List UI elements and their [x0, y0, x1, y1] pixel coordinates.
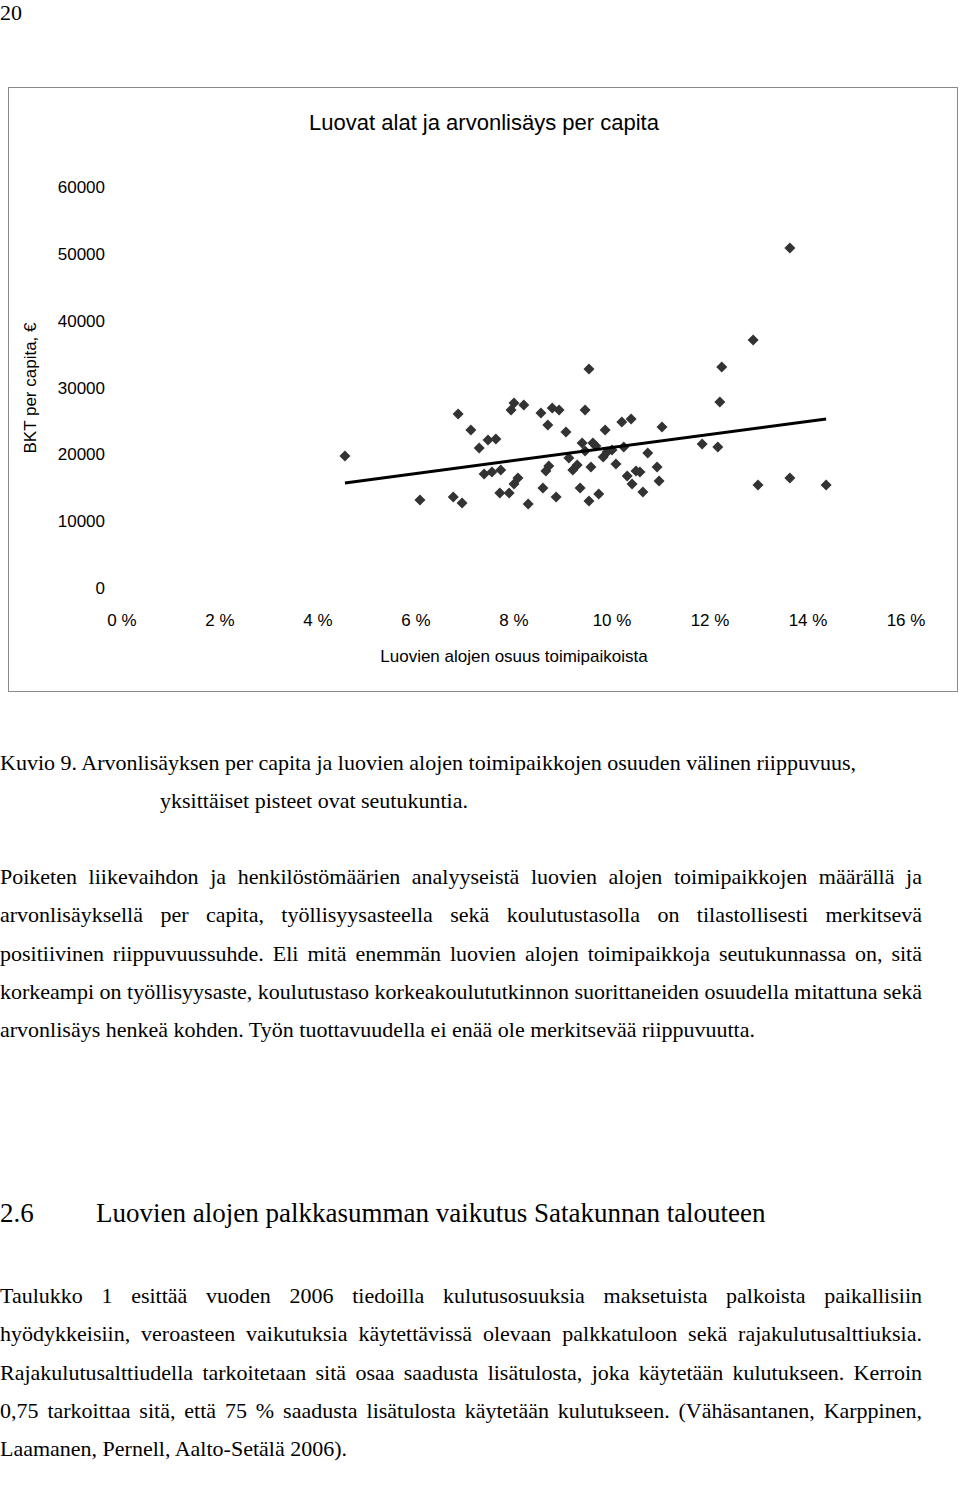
scatter-point [560, 427, 571, 438]
scatter-point [537, 483, 548, 494]
scatter-point [583, 495, 594, 506]
scatter-point [748, 335, 759, 346]
scatter-point [716, 362, 727, 373]
scatter-point [512, 472, 523, 483]
scatter-point [509, 398, 520, 409]
scatter-point [542, 419, 553, 430]
y-tick-label: 60000 [58, 178, 105, 197]
scatter-point [453, 409, 464, 420]
y-tick-label: 0 [96, 579, 105, 598]
x-tick-label: 10 % [593, 611, 632, 630]
scatter-point [627, 479, 638, 490]
figure-caption: Kuvio 9. Arvonlisäyksen per capita ja lu… [0, 744, 922, 820]
scatter-point [712, 442, 723, 453]
section-number: 2.6 [0, 1198, 96, 1229]
scatter-point [543, 461, 554, 472]
scatter-point [626, 414, 637, 425]
scatter-point [535, 408, 546, 419]
marks [339, 243, 831, 510]
scatter-point [339, 451, 350, 462]
scatter-point [523, 498, 534, 509]
scatter-point [448, 492, 459, 503]
scatter-point [697, 439, 708, 450]
scatter-point [714, 397, 725, 408]
scatter-point [580, 405, 591, 416]
scatter-point [610, 459, 621, 470]
scatter-point [652, 462, 663, 473]
scatter-point [593, 489, 604, 500]
trend-line [345, 419, 826, 483]
scatter-point [414, 495, 425, 506]
paragraph: Taulukko 1 esittää vuoden 2006 tiedoilla… [0, 1277, 922, 1468]
chart-title: Luovat alat ja arvonlisäys per capita [309, 110, 660, 135]
scatter-point [572, 460, 583, 471]
scatter-point [490, 434, 501, 445]
section-heading: 2.6Luovien alojen palkkasumman vaikutus … [0, 1198, 766, 1229]
x-tick-label: 16 % [887, 611, 926, 630]
chart-frame [8, 87, 958, 692]
scatter-point [784, 243, 795, 254]
x-axis-label: Luovien alojen osuus toimipaikoista [380, 647, 648, 666]
scatter-point [637, 487, 648, 498]
scatter-point [575, 483, 586, 494]
scatter-point [642, 447, 653, 458]
scatter-point [654, 475, 665, 486]
scatter-point [656, 421, 667, 432]
scatter-point [504, 488, 515, 499]
x-tick-label: 8 % [499, 611, 528, 630]
scatter-point [821, 480, 832, 491]
paragraph: Poiketen liikevaihdon ja henkilöstömääri… [0, 858, 922, 1049]
page: { "page_number": "20", "chart_data": { "… [0, 0, 960, 1504]
scatter-point [583, 364, 594, 375]
scatter-point [551, 492, 562, 503]
scatter-point [753, 480, 764, 491]
scatter-point [518, 400, 529, 411]
x-tick-label: 6 % [401, 611, 430, 630]
y-tick-label: 30000 [58, 379, 105, 398]
chart: Luovat alat ja arvonlisäys per capita 0 10… [0, 0, 960, 700]
scatter-point [600, 425, 611, 436]
scatter-point [634, 467, 645, 478]
x-tick-label: 14 % [789, 611, 828, 630]
scatter-point [585, 462, 596, 473]
x-tick-label: 0 % [107, 611, 136, 630]
x-tick-label: 12 % [691, 611, 730, 630]
scatter-point [616, 416, 627, 427]
scatter-point [465, 425, 476, 436]
scatter-point [479, 469, 490, 480]
y-tick-label: 10000 [58, 512, 105, 531]
x-tick-label: 4 % [303, 611, 332, 630]
scatter-point [554, 405, 565, 416]
y-tick-label: 40000 [58, 312, 105, 331]
x-tick-label: 2 % [205, 611, 234, 630]
scatter-point [495, 465, 506, 476]
scatter-point [486, 467, 497, 478]
page-number: 20 [0, 0, 22, 26]
y-tick-label: 20000 [58, 445, 105, 464]
y-axis-label: BKT per capita, € [21, 322, 40, 454]
y-tick-label: 50000 [58, 245, 105, 264]
scatter-point [784, 472, 795, 483]
scatter-point [474, 443, 485, 454]
scatter-point [457, 497, 468, 508]
section-title: Luovien alojen palkkasumman vaikutus Sat… [96, 1198, 766, 1228]
